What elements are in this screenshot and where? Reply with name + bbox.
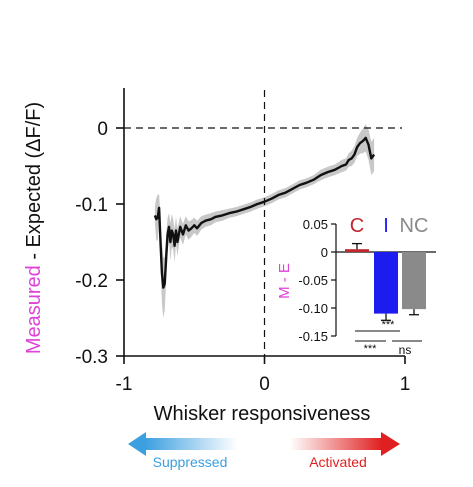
inset-y-tick-label: 0 bbox=[321, 245, 328, 260]
y-tick-label: -0.1 bbox=[75, 195, 108, 216]
inset-significance: ****** ns bbox=[355, 319, 422, 357]
y-tick-label: 0 bbox=[97, 119, 108, 140]
bar-i bbox=[374, 252, 398, 314]
mean-line bbox=[153, 136, 376, 289]
y-axis-label-measured: Measured bbox=[23, 265, 45, 354]
significance-label: *** bbox=[382, 319, 396, 331]
error-band bbox=[154, 124, 375, 318]
suppressed-label: Suppressed bbox=[153, 454, 228, 470]
activated-arrow-icon bbox=[381, 432, 400, 456]
bar-c bbox=[345, 249, 369, 252]
category-label-c: C bbox=[350, 215, 364, 237]
inset-bars bbox=[345, 242, 426, 321]
y-tick-label: -0.2 bbox=[75, 271, 108, 292]
bar-nc bbox=[402, 252, 426, 310]
inset-y-tick-label: -0.10 bbox=[298, 301, 328, 316]
category-label-i: I bbox=[383, 215, 389, 237]
suppressed-arrow-icon bbox=[128, 432, 146, 456]
x-ticks: -1 0 1 bbox=[116, 356, 411, 395]
significance-label: ns bbox=[399, 343, 412, 357]
inset-y-axis-label: M - E bbox=[276, 263, 293, 299]
inset-y-tick-label: -0.05 bbox=[298, 273, 328, 288]
inset-category-labels: C I NC bbox=[350, 215, 429, 237]
y-ticks: 0 -0.1 -0.2 -0.3 bbox=[75, 119, 124, 368]
x-tick-label: 1 bbox=[400, 374, 411, 395]
inset-y-tick-label: -0.15 bbox=[298, 329, 328, 344]
inset-y-ticks: 0.05 0 -0.05 -0.10 -0.15 bbox=[298, 217, 336, 344]
main-chart: 0 -0.1 -0.2 -0.3 -1 0 1 Measured - Expected (… bbox=[23, 88, 410, 425]
category-label-nc: NC bbox=[400, 215, 429, 237]
inset-y-tick-label: 0.05 bbox=[303, 217, 328, 232]
activated-arrow-shaft bbox=[290, 438, 382, 450]
direction-legend: Suppressed Activated bbox=[128, 432, 400, 470]
y-axis-label: Measured - Expected (ΔF/F) bbox=[23, 102, 45, 354]
x-tick-label: -1 bbox=[116, 374, 133, 395]
suppressed-arrow-shaft bbox=[145, 438, 237, 450]
inset-bar-chart: 0.050-0.05-0.10-0.15 C I NC ****** ns M - E bbox=[276, 215, 436, 357]
significance-label: *** bbox=[364, 343, 378, 355]
activated-label: Activated bbox=[309, 454, 367, 470]
x-axis-label: Whisker responsiveness bbox=[154, 403, 371, 425]
x-tick-label: 0 bbox=[259, 374, 270, 395]
y-tick-label: -0.3 bbox=[75, 347, 108, 368]
y-axis-label-rest: - Expected (ΔF/F) bbox=[23, 102, 45, 265]
